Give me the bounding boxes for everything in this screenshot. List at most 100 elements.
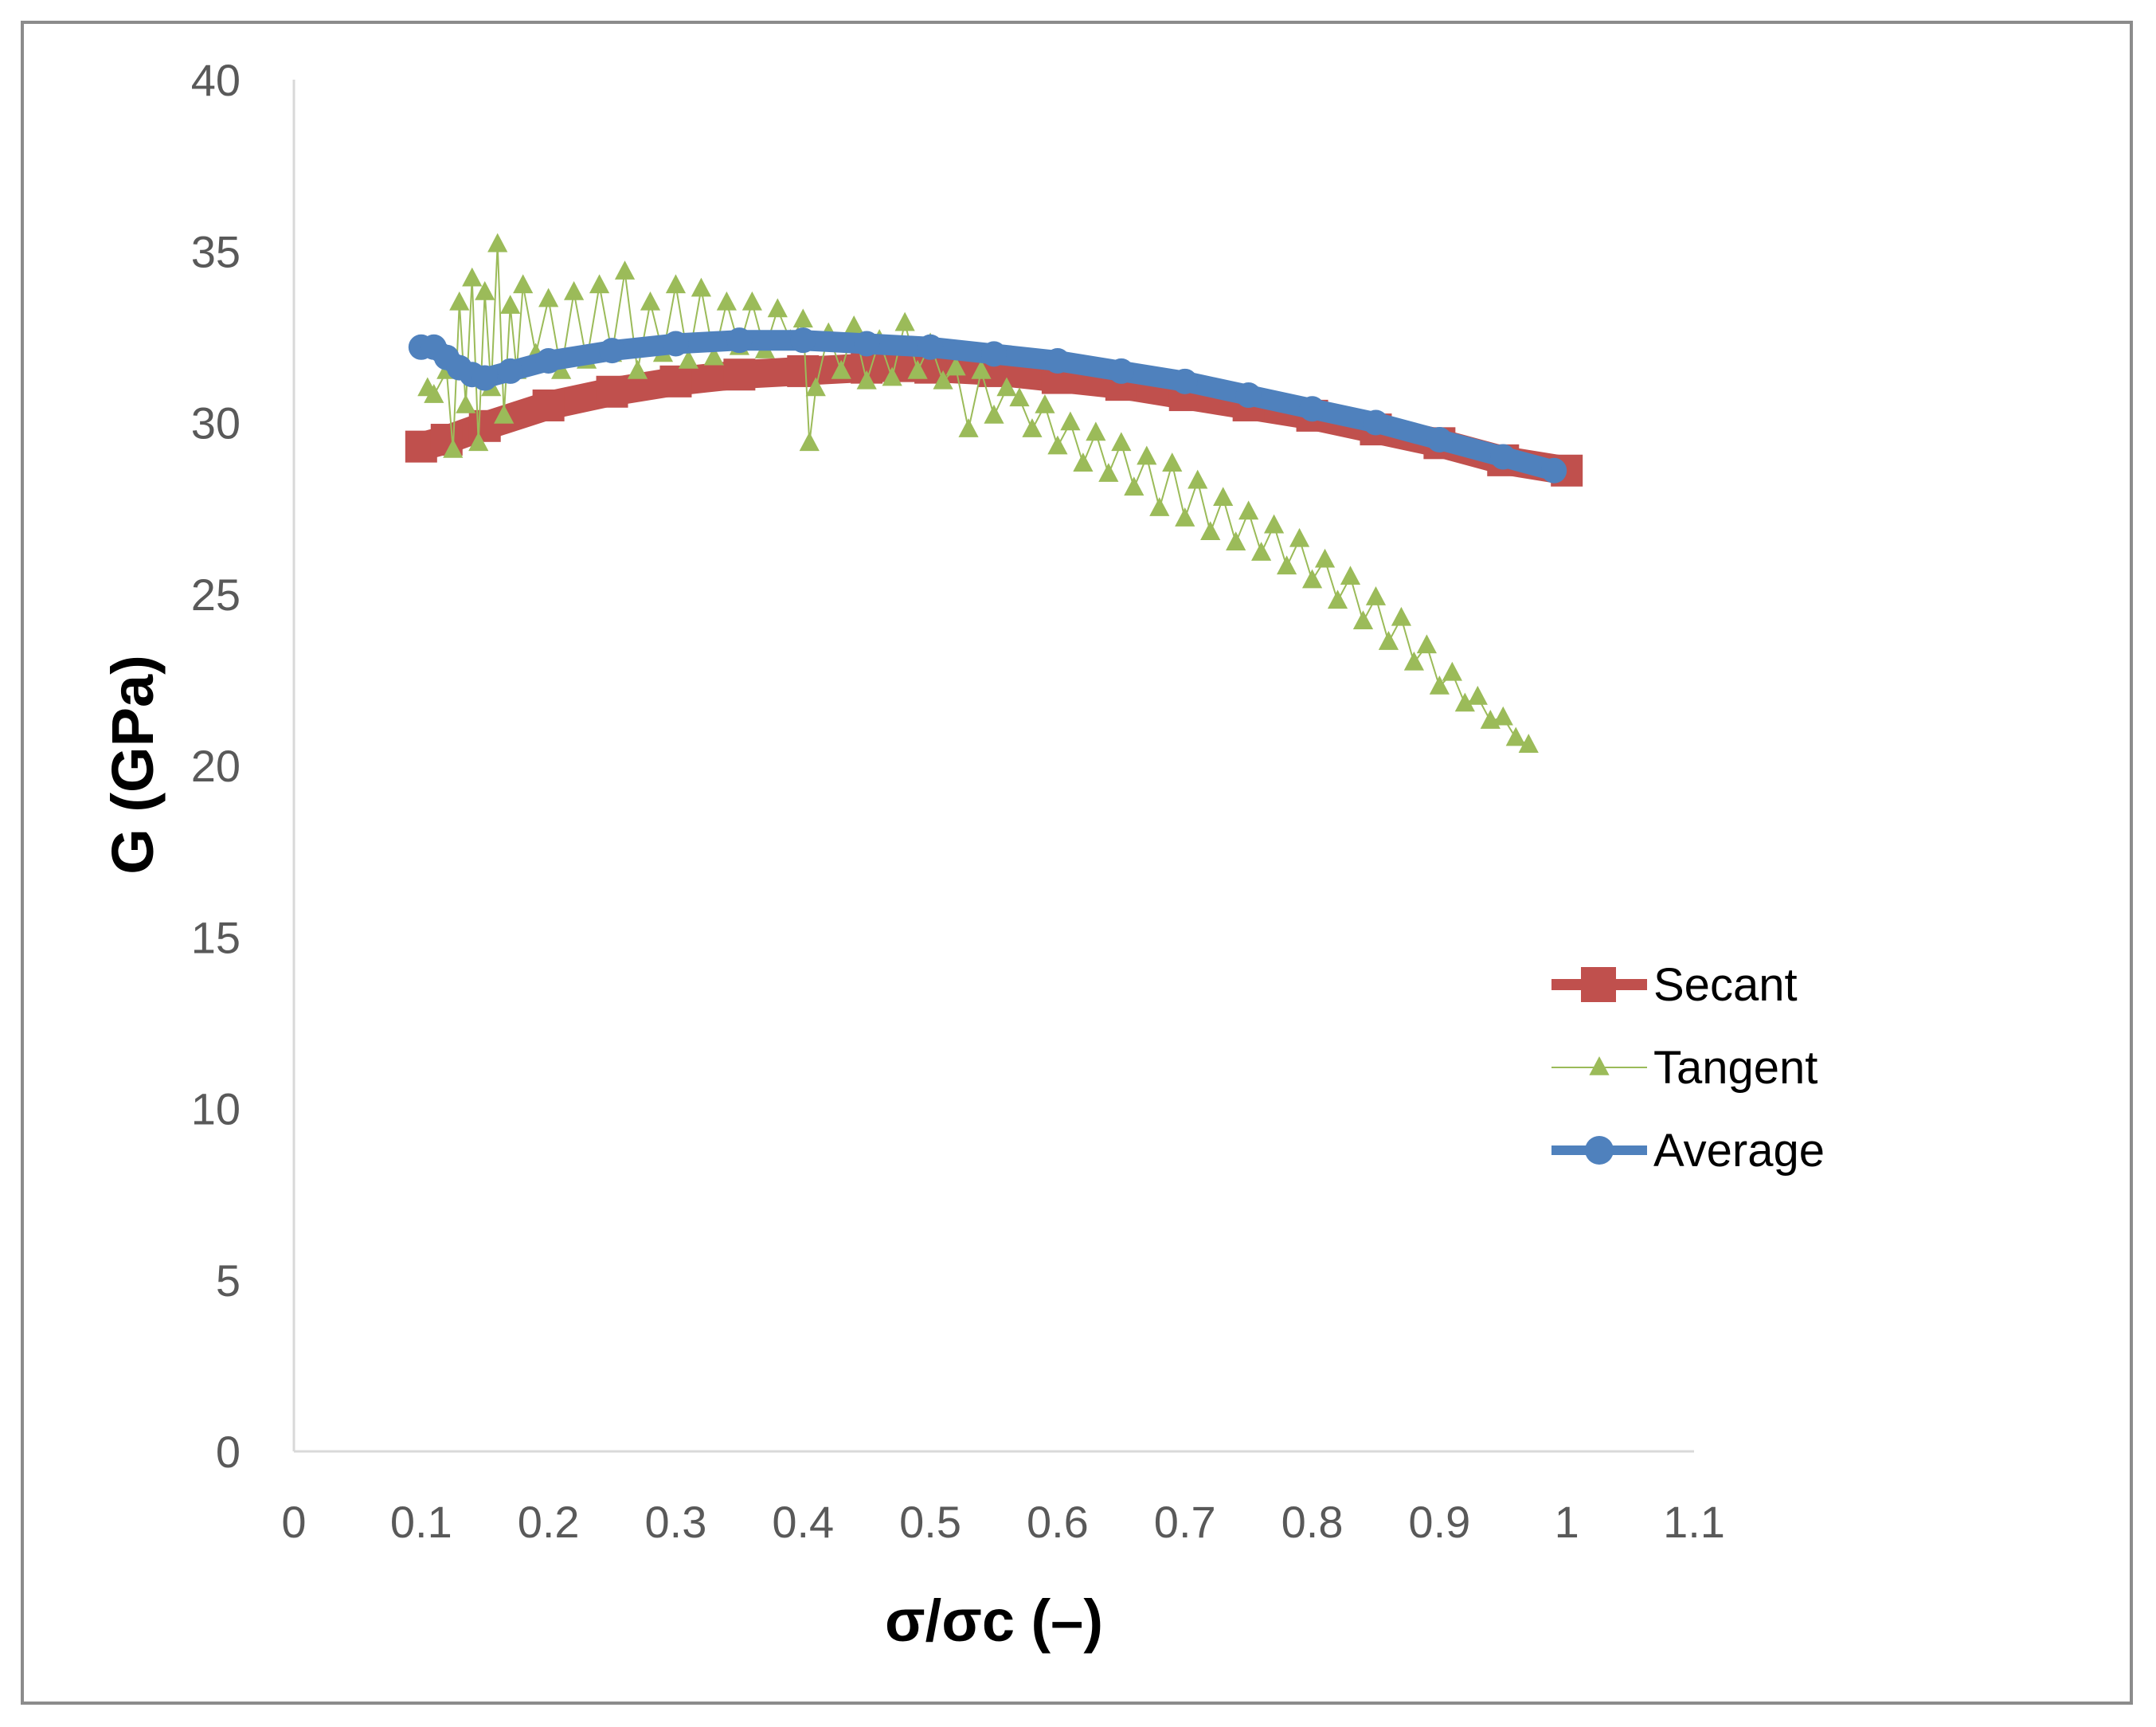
tangent-point — [971, 359, 992, 379]
secant-point — [532, 389, 565, 421]
tangent-point — [468, 432, 489, 452]
x-tick-label: 0.5 — [899, 1497, 961, 1547]
tangent-point — [741, 291, 762, 311]
tangent-point — [1264, 514, 1285, 534]
tangent-point — [1454, 692, 1475, 712]
average-point — [535, 348, 561, 374]
x-tick-label: 0 — [281, 1497, 306, 1547]
average-point — [854, 331, 880, 357]
tangent-point — [1137, 445, 1157, 465]
tangent-point — [1442, 661, 1462, 681]
legend-label: Average — [1653, 1125, 1825, 1177]
secant-point — [723, 358, 756, 391]
x-tick-label: 0.1 — [390, 1497, 452, 1547]
x-axis-title: σ/σc (–) — [885, 1588, 1103, 1654]
average-point — [497, 358, 523, 384]
tangent-point — [958, 418, 979, 437]
tangent-point — [1403, 651, 1424, 671]
legend-item-secant: Secant — [1551, 959, 1798, 1011]
tangent-point — [792, 308, 813, 328]
average-point — [726, 327, 753, 354]
tangent-point — [1391, 606, 1412, 626]
average-point — [1235, 382, 1262, 409]
tangent-point — [589, 274, 610, 294]
legend-swatch-marker — [1585, 1136, 1614, 1165]
y-axis-title: G (GPa) — [100, 655, 166, 874]
y-tick-label: 25 — [191, 570, 241, 620]
y-tick-label: 5 — [216, 1255, 241, 1306]
tangent-point — [799, 432, 820, 452]
tangent-point — [424, 384, 444, 403]
y-tick-labels: 0 5 10 15 20 25 30 35 40 — [191, 55, 241, 1477]
tangent-point — [456, 394, 476, 413]
tangent-point — [843, 315, 864, 335]
tangent-point — [614, 260, 636, 280]
tangent-point — [716, 291, 737, 311]
axes — [292, 80, 1694, 1453]
tangent-point — [894, 311, 915, 331]
x-tick-label: 0.2 — [518, 1497, 580, 1547]
legend-swatch-marker — [1589, 1056, 1610, 1075]
tangent-point — [1213, 487, 1234, 507]
x-tick-label: 0.4 — [772, 1497, 834, 1547]
tangent-point — [1022, 418, 1043, 437]
average-point — [1172, 368, 1198, 394]
x-tick-label: 0.7 — [1154, 1497, 1216, 1547]
x-tick-label: 0.9 — [1408, 1497, 1470, 1547]
tangent-point — [1149, 497, 1170, 516]
tangent-point — [1518, 734, 1539, 753]
tangent-point — [443, 438, 464, 458]
tangent-point — [831, 359, 851, 379]
tangent-point — [767, 298, 788, 318]
tangent-point — [665, 274, 687, 294]
series-average — [408, 327, 1567, 484]
tangent-point — [1314, 548, 1336, 568]
y-tick-label: 15 — [191, 912, 241, 962]
legend-label: Tangent — [1653, 1042, 1818, 1094]
tangent-point — [627, 359, 648, 379]
x-tick-label: 0.8 — [1281, 1497, 1344, 1547]
tangent-point — [1111, 432, 1132, 452]
tangent-point — [500, 295, 521, 314]
tangent-point — [1340, 566, 1361, 585]
y-tick-label: 10 — [191, 1084, 241, 1134]
tangent-point — [462, 267, 483, 287]
tangent-point — [1251, 542, 1272, 561]
series-tangent — [417, 233, 1539, 753]
tangent-point — [1301, 569, 1323, 589]
average-point — [1363, 409, 1389, 436]
tangent-point — [1289, 527, 1310, 547]
tangent-point — [564, 280, 585, 300]
tangent-point — [513, 274, 534, 294]
x-tick-label: 0.6 — [1027, 1497, 1089, 1547]
tangent-point — [1378, 631, 1399, 650]
average-point — [1108, 358, 1134, 384]
tangent-point — [449, 291, 470, 311]
tangent-point — [1226, 531, 1246, 550]
secant-point — [596, 375, 628, 408]
secant-point — [659, 365, 692, 397]
tangent-point — [494, 404, 515, 424]
tangent-point — [1009, 387, 1030, 407]
y-tick-label: 20 — [191, 741, 241, 791]
tangent-point — [1416, 634, 1437, 654]
tangent-point — [1276, 555, 1297, 575]
tangent-point — [856, 370, 877, 390]
tangent-point — [805, 377, 826, 397]
tangent-point — [1188, 469, 1208, 489]
tangent-line — [427, 244, 1529, 746]
tangent-point — [691, 277, 712, 297]
tangent-point — [984, 404, 1004, 424]
average-point — [981, 341, 1007, 367]
tangent-point — [1327, 589, 1348, 609]
legend-item-average: Average — [1551, 1125, 1825, 1177]
average-point — [1299, 396, 1325, 422]
tangent-point — [1365, 586, 1387, 605]
tangent-point — [538, 288, 559, 307]
tangent-point — [1086, 421, 1106, 441]
average-point — [663, 331, 689, 357]
tangent-point — [703, 346, 724, 366]
x-tick-label: 1.1 — [1663, 1497, 1725, 1547]
tangent-point — [945, 356, 966, 376]
tangent-point — [1493, 706, 1513, 726]
